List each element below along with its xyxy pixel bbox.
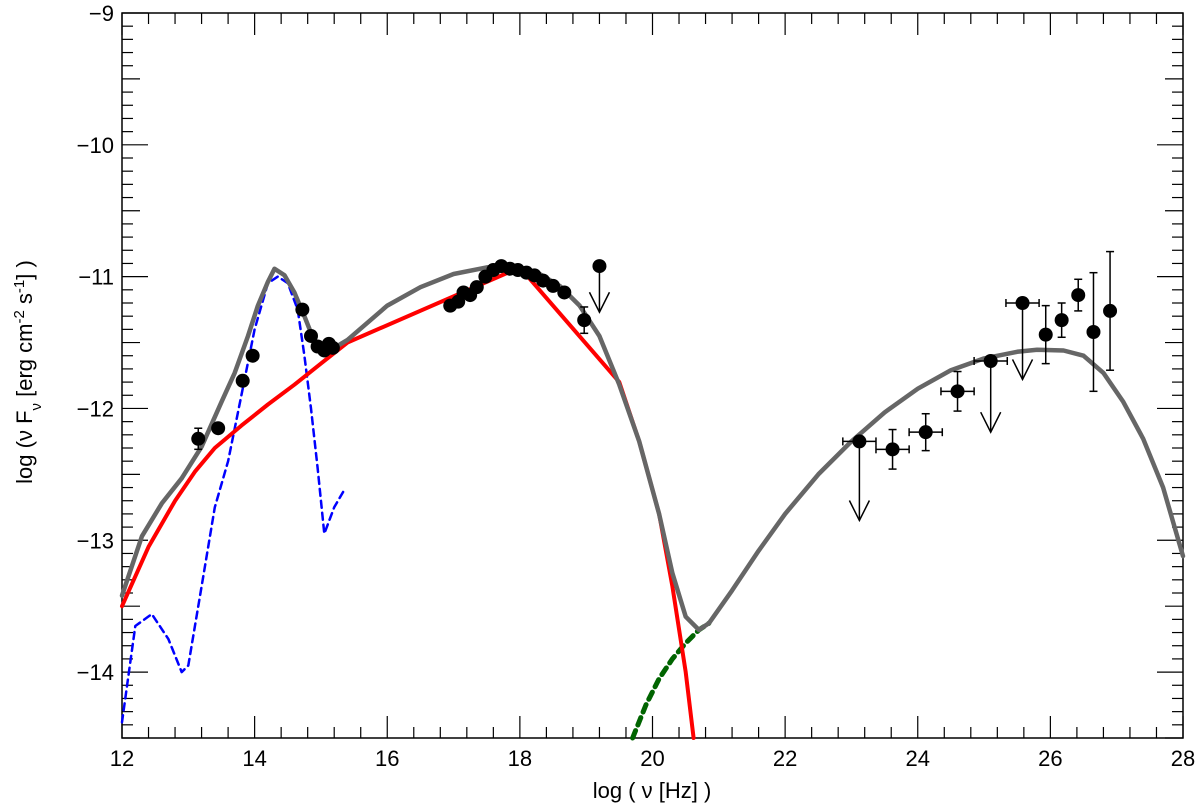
data-point xyxy=(325,340,340,355)
y-tick-label: −12 xyxy=(77,396,114,421)
x-axis-title: log ( ν [Hz] ) xyxy=(593,778,712,803)
x-tick-label: 14 xyxy=(242,746,266,771)
y-axis-ticks: −14 −13 −12 −11 −10 −9 xyxy=(77,1,1183,739)
curve-host-disc xyxy=(120,275,346,724)
x-tick-label: 28 xyxy=(1171,746,1195,771)
upper-limit-arrow xyxy=(980,411,1002,434)
curve-synchrotron xyxy=(120,265,696,740)
x-tick-label: 16 xyxy=(375,746,399,771)
data-point xyxy=(1038,327,1053,342)
y-axis-title-text: ] ) xyxy=(12,260,37,280)
upper-limit-arrow xyxy=(848,500,871,523)
model-curves xyxy=(119,263,1186,741)
y-axis-title-subscript: ν xyxy=(28,403,45,411)
data-point xyxy=(245,348,260,363)
data-point xyxy=(950,384,965,399)
y-axis-title-text: log (ν F xyxy=(12,410,37,483)
y-tick-label: −10 xyxy=(77,133,114,158)
x-tick-label: 20 xyxy=(640,746,664,771)
y-tick-label: −13 xyxy=(77,528,114,553)
data-point xyxy=(546,278,561,293)
curve-total xyxy=(119,263,1186,633)
data-point xyxy=(191,431,206,446)
data-point xyxy=(1086,325,1101,339)
data-point xyxy=(885,442,900,457)
x-axis-ticks: 12 14 16 18 20 22 24 26 28 xyxy=(110,13,1195,771)
upper-limit-point xyxy=(592,259,607,274)
y-axis-title-text: [erg cm xyxy=(12,324,37,403)
data-point xyxy=(1054,313,1069,328)
data-point xyxy=(303,328,318,343)
y-tick-label: −14 xyxy=(77,660,114,685)
y-axis-title: log (ν Fν [erg cm-2 s-1] ) xyxy=(11,260,45,484)
x-tick-label: 24 xyxy=(906,746,930,771)
upper-limit-arrow xyxy=(1011,359,1034,382)
x-tick-label: 22 xyxy=(773,746,797,771)
y-tick-label: −9 xyxy=(89,1,114,26)
y-tick-label: −11 xyxy=(78,265,114,290)
data-point xyxy=(557,285,572,300)
data-point xyxy=(577,313,592,328)
data-points xyxy=(191,250,1118,523)
x-tick-label: 26 xyxy=(1038,746,1062,771)
data-point xyxy=(1103,303,1118,318)
y-axis-title-superscript: -1 xyxy=(11,280,28,293)
data-point xyxy=(918,425,933,440)
y-axis-title-text: s xyxy=(12,293,37,310)
x-tick-label: 18 xyxy=(508,746,532,771)
curve-inverse-compton xyxy=(630,620,712,741)
data-point xyxy=(1071,288,1086,303)
upper-limit-arrow xyxy=(588,291,611,314)
data-point xyxy=(295,302,310,317)
data-point xyxy=(211,421,226,436)
y-axis-title-superscript: -2 xyxy=(11,310,28,323)
x-tick-label: 12 xyxy=(110,746,134,771)
data-point xyxy=(235,373,250,388)
data-point xyxy=(469,280,484,295)
